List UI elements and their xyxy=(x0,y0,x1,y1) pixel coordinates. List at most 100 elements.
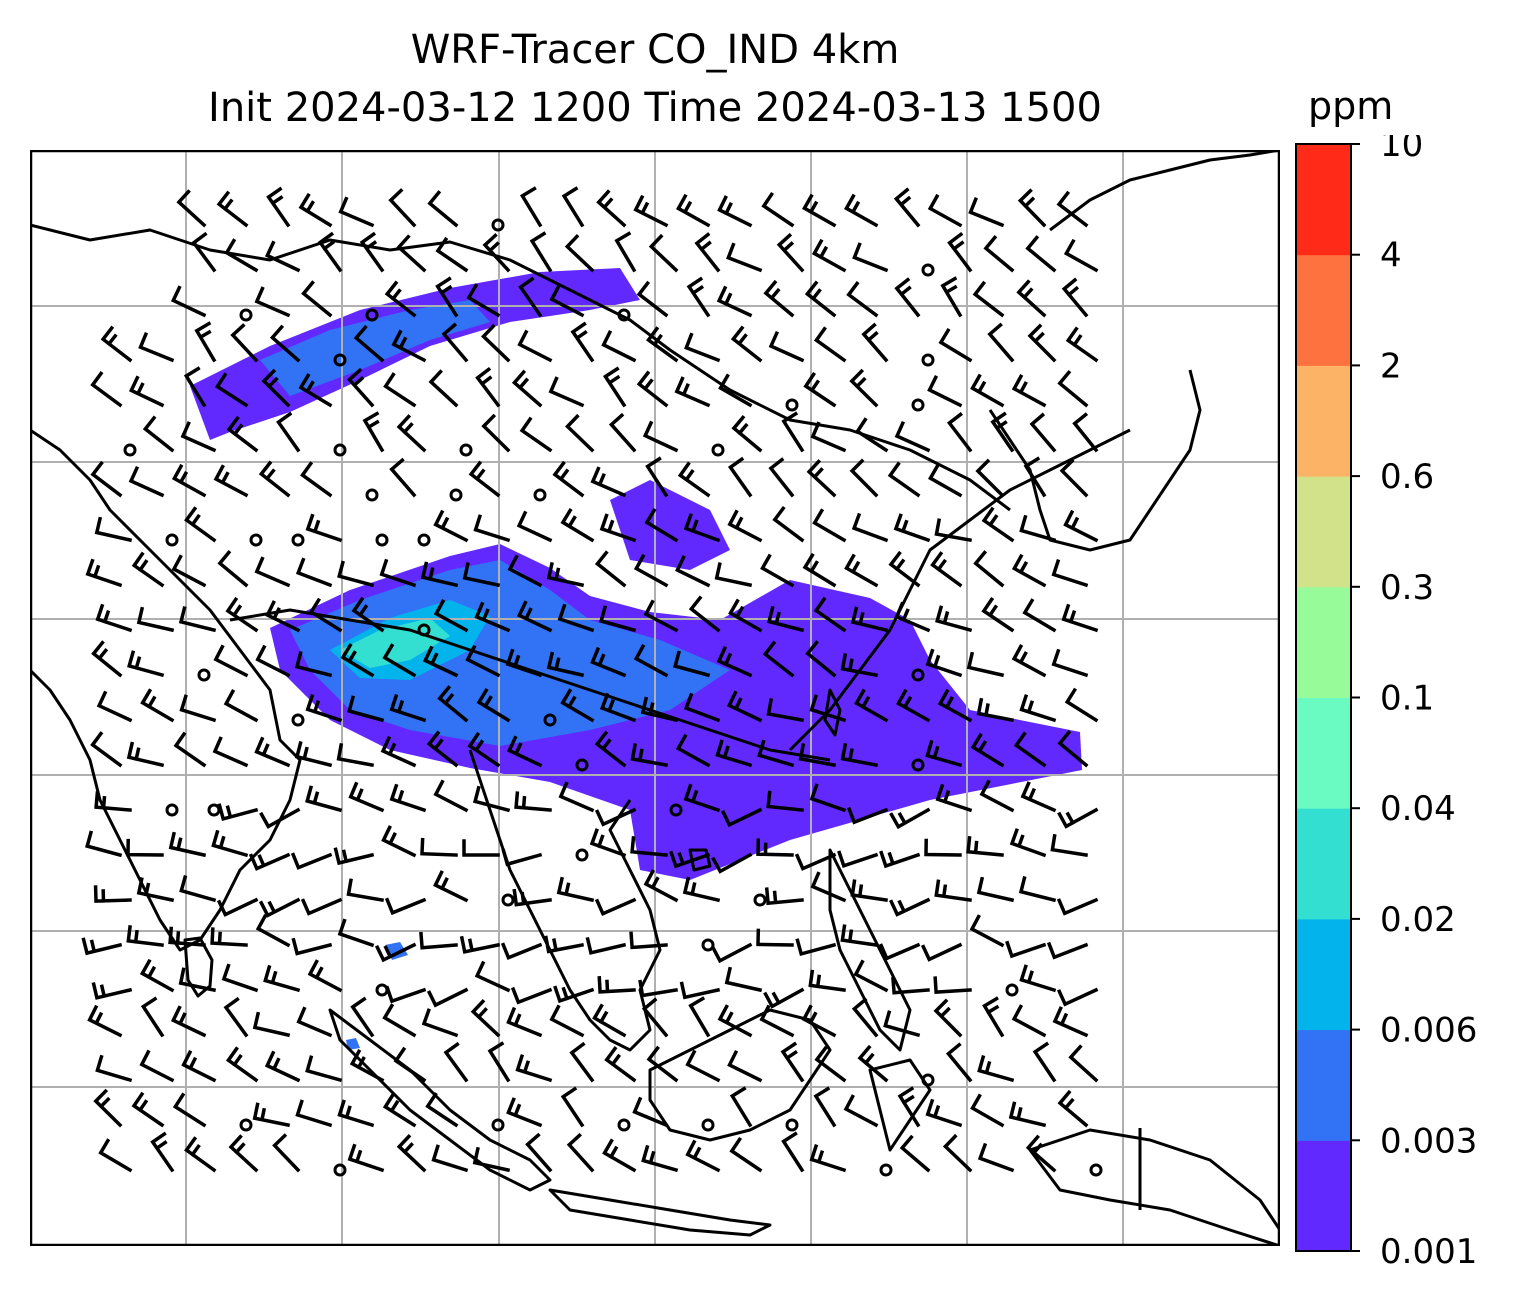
wind-barb xyxy=(804,280,837,318)
colorbar-tick-label: 0.1 xyxy=(1380,679,1434,719)
wind-barb xyxy=(500,942,543,960)
wind-barb xyxy=(472,1146,511,1173)
wind-barb xyxy=(1063,238,1099,273)
wind-barb xyxy=(181,1049,217,1083)
wind-barb xyxy=(945,1042,973,1083)
colorbar-block xyxy=(1296,808,1351,920)
wind-barb xyxy=(138,332,175,363)
wind-barb xyxy=(935,605,973,633)
wind-barb xyxy=(427,190,459,228)
colorbar-block xyxy=(1296,365,1351,477)
wind-barb xyxy=(717,195,753,228)
wind-barb xyxy=(470,999,501,1038)
wind-barb xyxy=(487,1041,511,1083)
wind-barb xyxy=(1027,323,1057,363)
wind-barb xyxy=(290,852,333,870)
wind-barb xyxy=(920,942,963,962)
colorbar-tick-label: 0.04 xyxy=(1380,789,1456,829)
wind-barb xyxy=(178,967,217,993)
wind-barb xyxy=(472,785,511,813)
wind-barb xyxy=(191,231,217,273)
wind-barb xyxy=(1063,509,1099,543)
wind-barb xyxy=(724,966,763,993)
plume-small-2 xyxy=(346,1038,360,1050)
wind-barb xyxy=(170,285,207,318)
wind-barb xyxy=(226,415,259,453)
wind-barb xyxy=(940,276,963,318)
calm-wind-circle xyxy=(701,938,715,952)
wind-barb xyxy=(443,1041,469,1083)
wind-barb xyxy=(180,421,217,453)
wind-barb xyxy=(768,457,795,498)
wind-barb xyxy=(981,596,1015,633)
wind-barb xyxy=(543,935,585,954)
wind-barb xyxy=(501,848,543,867)
wind-barb xyxy=(517,329,553,363)
wind-barb xyxy=(294,650,333,678)
wind-barb xyxy=(558,781,595,813)
wind-barb xyxy=(546,651,585,678)
wind-barb xyxy=(305,693,343,723)
calm-wind-circle xyxy=(533,488,547,502)
wind-barb xyxy=(1011,1004,1047,1038)
wind-barb xyxy=(128,465,165,498)
wind-barb xyxy=(295,557,333,588)
wind-barb xyxy=(1068,1044,1099,1083)
wind-barb xyxy=(894,420,931,453)
wind-barb xyxy=(298,192,333,228)
wind-barb xyxy=(727,509,763,543)
wind-barb xyxy=(599,605,637,633)
wind-barb xyxy=(382,1003,417,1038)
wind-barb xyxy=(170,1005,207,1038)
colorbar-block xyxy=(1296,144,1351,256)
wind-barb xyxy=(973,550,1005,588)
wind-barb xyxy=(1011,644,1047,678)
wind-barb xyxy=(557,603,595,633)
wind-barb xyxy=(688,595,721,633)
map-title-line1: WRF-Tracer CO_IND 4km xyxy=(410,27,900,73)
wind-barb xyxy=(566,1132,595,1173)
colorbar-block xyxy=(1296,1029,1351,1141)
wind-barb xyxy=(465,644,501,678)
wind-barb xyxy=(126,838,164,857)
wind-barb xyxy=(396,1134,427,1173)
wind-barb xyxy=(420,837,458,857)
wind-barb xyxy=(888,897,931,917)
wind-barb xyxy=(717,1004,753,1038)
wind-barb xyxy=(602,366,627,408)
wind-barb xyxy=(808,969,846,992)
wind-barb xyxy=(217,803,259,822)
wind-barb xyxy=(711,852,753,874)
wind-barb xyxy=(179,875,217,903)
wind-barb xyxy=(674,376,711,408)
wind-barb xyxy=(766,605,805,633)
wind-barb xyxy=(224,238,259,273)
wind-barb xyxy=(217,550,249,588)
wind-barb xyxy=(184,506,217,543)
wind-barb xyxy=(383,372,417,408)
wind-barb xyxy=(348,781,385,813)
wind-barb xyxy=(210,927,248,947)
wind-barb xyxy=(729,1136,763,1173)
wind-barb xyxy=(629,931,668,950)
wind-barb xyxy=(212,736,249,768)
wind-barb xyxy=(608,412,637,453)
wind-barb xyxy=(861,322,889,363)
wind-barb xyxy=(846,806,889,825)
colorbar-tick-label: 0.6 xyxy=(1380,457,1434,497)
wind-barb xyxy=(684,332,721,363)
wind-barb xyxy=(254,286,291,318)
wind-barb xyxy=(849,368,879,408)
wind-barb xyxy=(810,421,847,453)
colorbar: 0.001 0.003 0.006 0.02 0.04 0.1 0.3 0.6 2 4 10 xyxy=(1295,135,1477,1272)
wind-barb xyxy=(768,330,805,363)
wind-barb xyxy=(474,960,511,993)
wind-barb xyxy=(393,1046,427,1083)
wind-barb xyxy=(924,838,962,857)
wind-barb xyxy=(139,958,175,993)
wind-barb xyxy=(300,461,333,498)
wind-barb xyxy=(428,369,459,408)
wind-barb xyxy=(899,1134,931,1173)
wind-barb xyxy=(594,897,637,917)
wind-barb xyxy=(300,897,343,916)
